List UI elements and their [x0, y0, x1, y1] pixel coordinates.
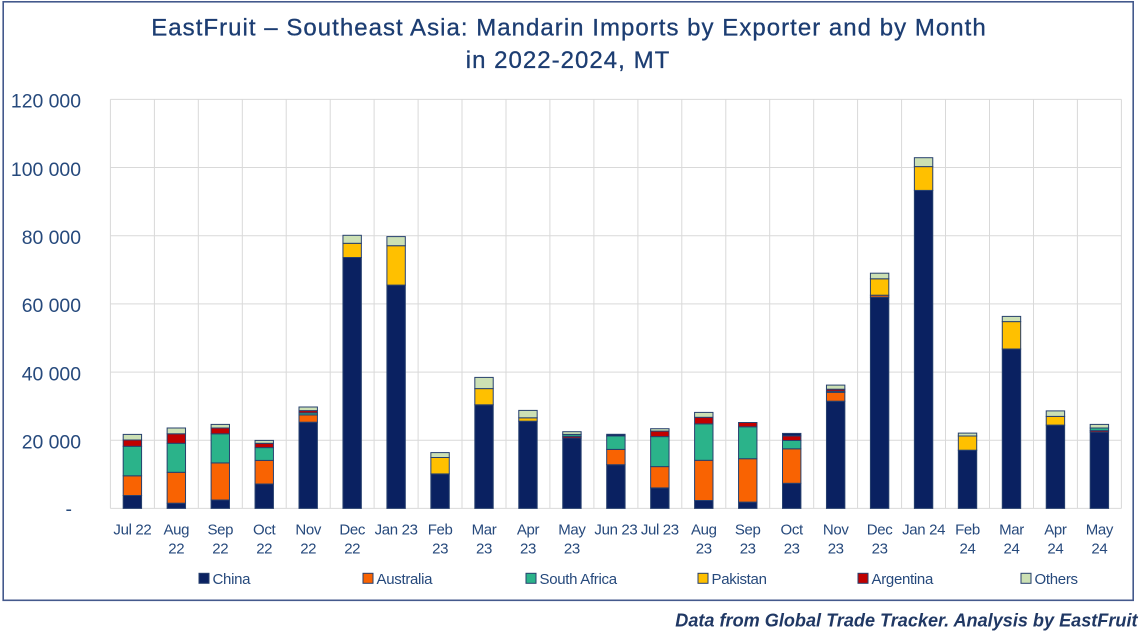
svg-text:Australia: Australia: [377, 571, 434, 588]
svg-text:Oct: Oct: [781, 522, 804, 539]
svg-text:23: 23: [520, 541, 536, 558]
svg-text:Dec: Dec: [339, 522, 365, 539]
svg-text:Feb: Feb: [428, 522, 453, 539]
svg-text:23: 23: [828, 541, 844, 558]
svg-text:22: 22: [256, 541, 272, 558]
svg-text:Nov: Nov: [295, 522, 321, 539]
svg-text:Aug: Aug: [691, 522, 717, 539]
svg-text:23: 23: [564, 541, 580, 558]
svg-text:in 2022-2024, MT: in 2022-2024, MT: [466, 47, 671, 74]
svg-text:23: 23: [740, 541, 756, 558]
svg-text:Sep: Sep: [207, 522, 233, 539]
svg-text:Pakistan: Pakistan: [712, 571, 767, 588]
svg-text:23: 23: [872, 541, 888, 558]
svg-text:Argentina: Argentina: [872, 571, 934, 588]
svg-text:22: 22: [300, 541, 316, 558]
svg-text:Jan 24: Jan 24: [902, 522, 945, 539]
svg-text:EastFruit – Southeast Asia: Ma: EastFruit – Southeast Asia: Mandarin Imp…: [151, 14, 986, 41]
svg-text:-: -: [66, 498, 72, 520]
svg-text:South Africa: South Africa: [540, 571, 618, 588]
svg-text:China: China: [213, 571, 252, 588]
svg-text:Apr: Apr: [1044, 522, 1067, 539]
svg-text:Mar: Mar: [999, 522, 1024, 539]
svg-text:80 000: 80 000: [22, 227, 82, 249]
svg-text:Mar: Mar: [472, 522, 497, 539]
svg-text:Apr: Apr: [517, 522, 540, 539]
svg-text:20 000: 20 000: [22, 432, 82, 454]
svg-text:Jul 23: Jul 23: [641, 522, 679, 539]
svg-text:120 000: 120 000: [11, 91, 81, 113]
svg-text:23: 23: [476, 541, 492, 558]
svg-text:Aug: Aug: [163, 522, 189, 539]
svg-text:Jun 23: Jun 23: [594, 522, 637, 539]
svg-text:Sep: Sep: [735, 522, 761, 539]
svg-text:100 000: 100 000: [11, 159, 81, 181]
svg-text:24: 24: [1091, 541, 1107, 558]
svg-text:Jan 23: Jan 23: [375, 522, 418, 539]
svg-text:Dec: Dec: [867, 522, 893, 539]
svg-text:Others: Others: [1035, 571, 1078, 588]
svg-text:24: 24: [960, 541, 976, 558]
svg-text:Data from Global Trade Tracker: Data from Global Trade Tracker. Analysis…: [675, 611, 1138, 631]
svg-text:22: 22: [168, 541, 184, 558]
svg-text:22: 22: [344, 541, 360, 558]
svg-text:Oct: Oct: [253, 522, 276, 539]
svg-text:24: 24: [1004, 541, 1020, 558]
svg-text:May: May: [558, 522, 586, 539]
svg-text:May: May: [1086, 522, 1114, 539]
svg-text:Nov: Nov: [823, 522, 849, 539]
svg-text:22: 22: [212, 541, 228, 558]
svg-text:40 000: 40 000: [22, 363, 82, 385]
svg-text:23: 23: [432, 541, 448, 558]
svg-text:60 000: 60 000: [22, 295, 82, 317]
svg-text:24: 24: [1047, 541, 1063, 558]
svg-text:23: 23: [696, 541, 712, 558]
svg-text:Feb: Feb: [955, 522, 980, 539]
svg-text:Jul 22: Jul 22: [113, 522, 151, 539]
svg-text:23: 23: [784, 541, 800, 558]
